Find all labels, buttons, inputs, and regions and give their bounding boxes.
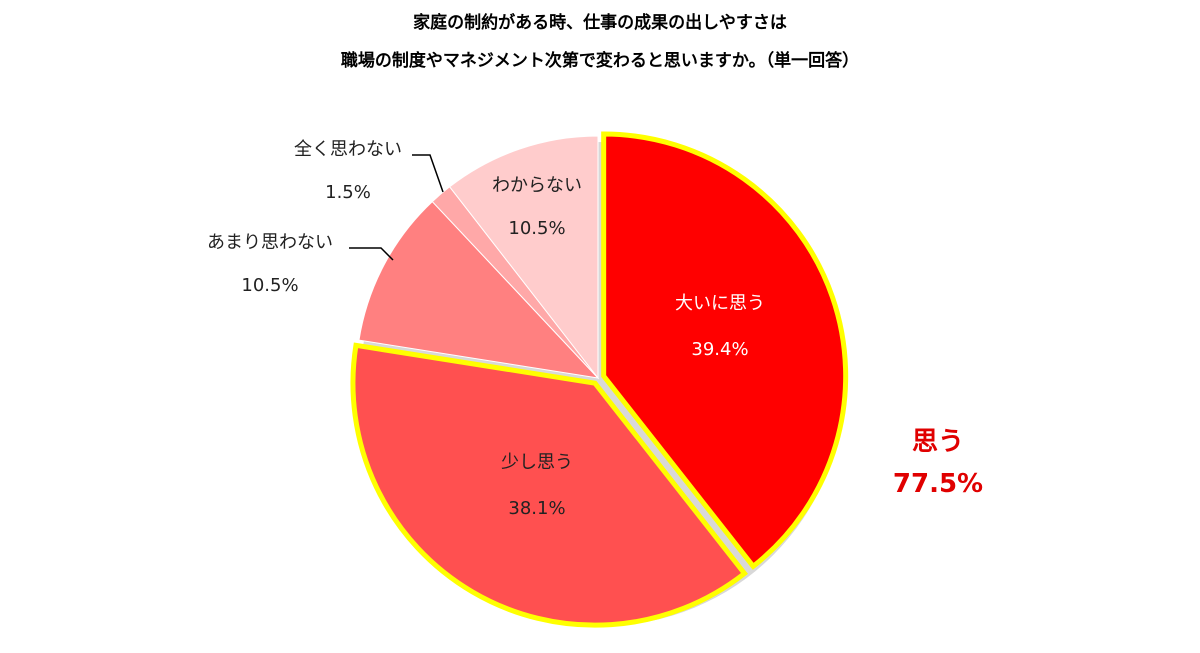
chart-title-line1: 家庭の制約がある時、仕事の成果の出しやすさは [413, 13, 787, 33]
slice-value-label: 39.4% [691, 339, 748, 360]
slice-category-label: あまり思わない [207, 232, 333, 253]
highlight-outline [601, 131, 849, 570]
slice-category-label: 大いに思う [675, 293, 765, 314]
leader-line [412, 154, 444, 193]
pie-slice [358, 200, 600, 379]
highlight-outline [350, 342, 748, 628]
summary-value: 77.5% [893, 469, 983, 499]
slice-value-label: 38.1% [508, 498, 565, 519]
pie-slice [448, 135, 599, 380]
chart-title-line2: 職場の制度やマネジメント次第で変わると思いますか。（単一回答） [340, 51, 860, 71]
slice-value-label: 10.5% [241, 275, 298, 296]
slice-category-label: 少し思う [501, 452, 573, 473]
leader-line [349, 247, 394, 261]
slice-value-label: 10.5% [508, 218, 565, 239]
slice-value-label: 1.5% [325, 182, 371, 203]
slice-category-label: わからない [492, 175, 582, 196]
slice-category-label: 全く思わない [294, 139, 402, 160]
summary-label: 思う [912, 427, 964, 457]
